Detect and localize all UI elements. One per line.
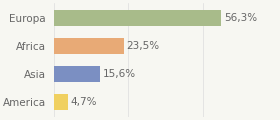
Bar (53, 10, 221, 26)
Bar (53, 38, 124, 54)
Text: 56,3%: 56,3% (224, 13, 257, 23)
Text: 15,6%: 15,6% (102, 69, 136, 79)
Text: 4,7%: 4,7% (70, 97, 96, 107)
Bar (53, 94, 67, 110)
Bar (53, 66, 100, 82)
Text: 23,5%: 23,5% (126, 41, 159, 51)
